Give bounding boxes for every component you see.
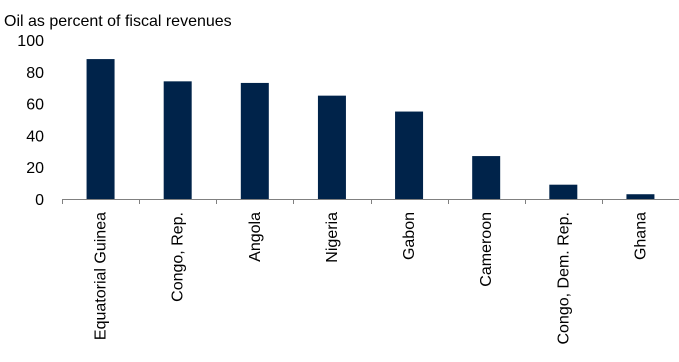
x-tick-label: Cameroon bbox=[478, 212, 495, 287]
x-tick-label: Gabon bbox=[401, 212, 418, 260]
y-tick-label: 60 bbox=[26, 97, 44, 114]
bar bbox=[317, 95, 346, 199]
y-tick-label: 0 bbox=[35, 192, 44, 209]
bar bbox=[626, 194, 655, 199]
x-tick-label: Ghana bbox=[632, 212, 649, 260]
bar bbox=[86, 59, 115, 199]
y-tick-label: 80 bbox=[26, 65, 44, 82]
x-tick-label: Equatorial Guinea bbox=[93, 212, 110, 340]
y-axis-tick-labels: 0 20 40 60 80 100 bbox=[17, 33, 44, 209]
y-tick-label: 40 bbox=[26, 128, 44, 145]
x-tick-label: Congo, Rep. bbox=[170, 212, 187, 302]
y-tick-label: 100 bbox=[17, 33, 44, 50]
bars bbox=[86, 59, 655, 199]
y-tick-label: 20 bbox=[26, 160, 44, 177]
x-tick-label: Angola bbox=[247, 212, 264, 262]
bar bbox=[163, 81, 192, 199]
chart-title: Oil as percent of fiscal revenues bbox=[4, 13, 232, 30]
bar bbox=[549, 184, 578, 199]
bar bbox=[472, 156, 501, 199]
bar bbox=[240, 82, 269, 199]
x-axis-tick-labels: Equatorial Guinea Congo, Rep. Angola Nigeri… bbox=[93, 212, 650, 345]
bar bbox=[395, 111, 424, 199]
x-tick-label: Congo, Dem. Rep. bbox=[555, 212, 572, 345]
x-tick-label: Nigeria bbox=[324, 212, 341, 263]
x-axis-tick-marks bbox=[62, 199, 603, 204]
